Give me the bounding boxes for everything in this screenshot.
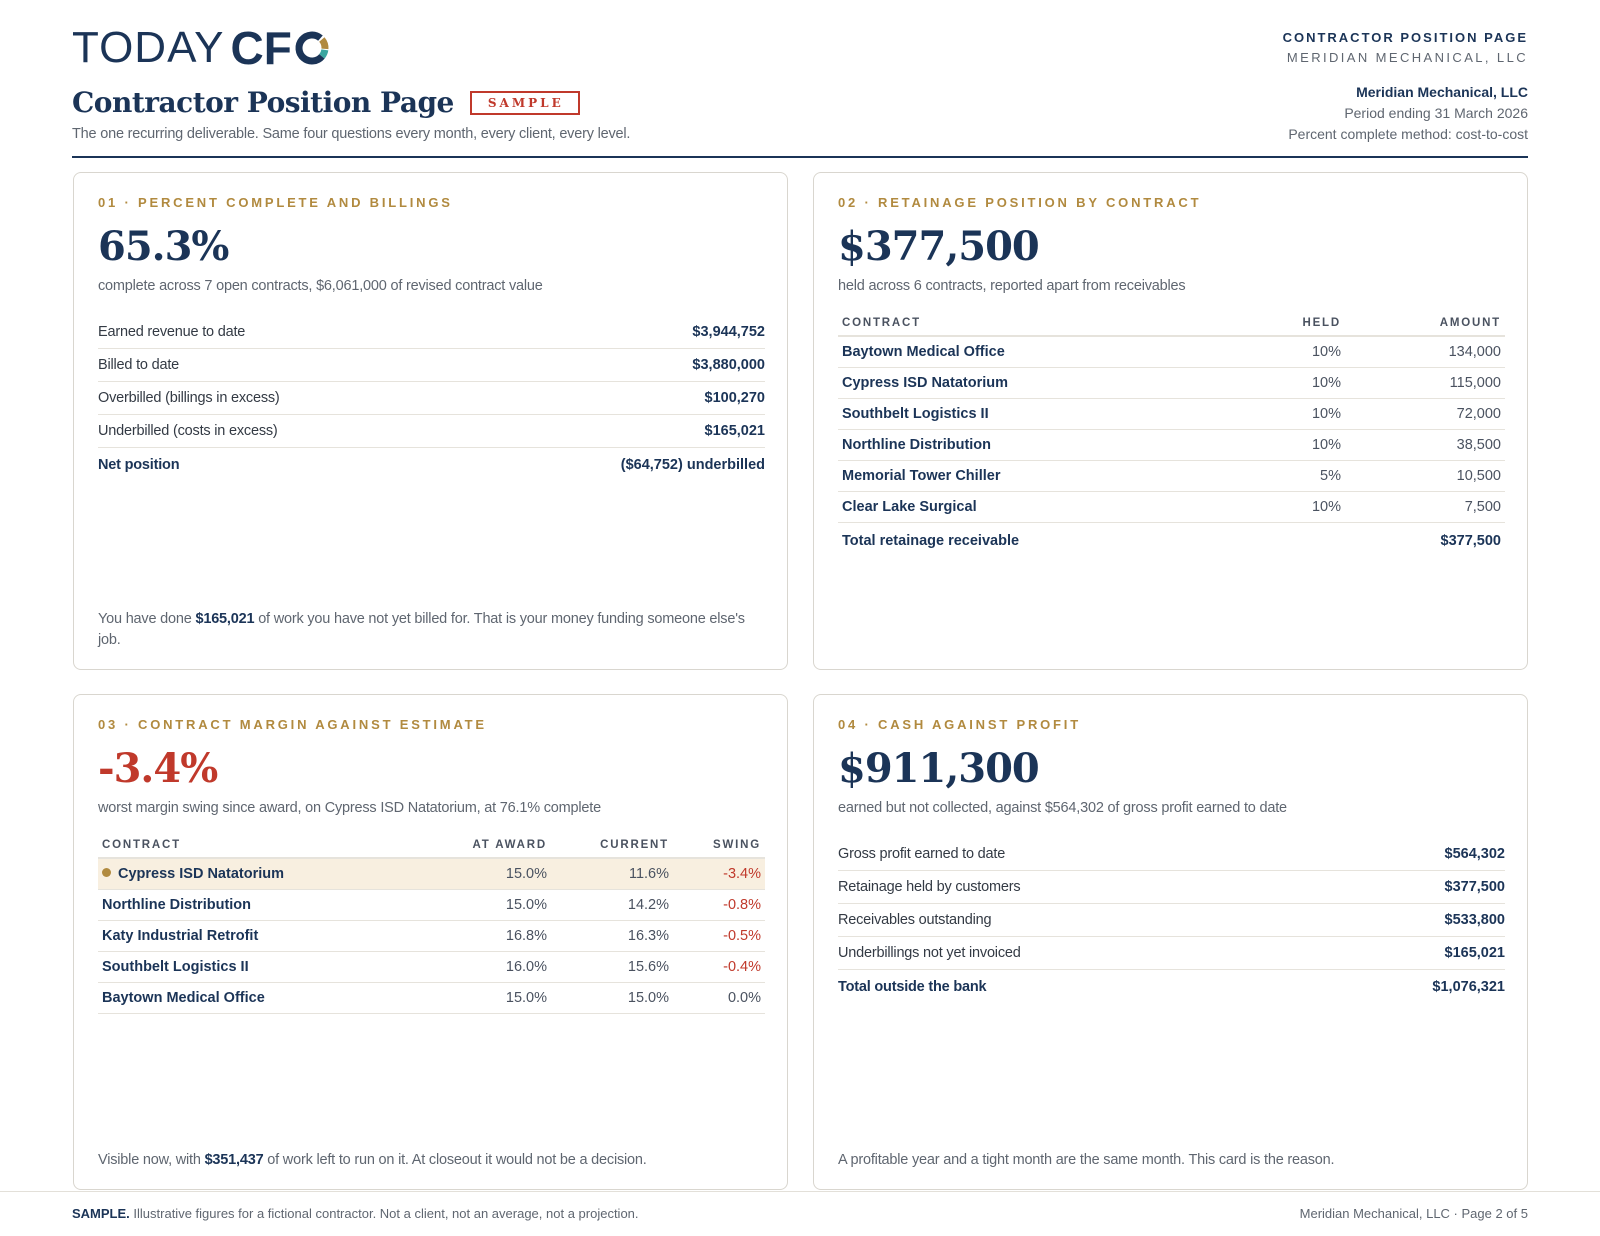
table-row: Katy Industrial Retrofit 16.8% 16.3% -0.… xyxy=(98,920,765,952)
card-subtext: worst margin swing since award, on Cypre… xyxy=(98,800,601,816)
card-retainage: 02 · RETAINAGE POSITION BY CONTRACT $377… xyxy=(813,172,1528,670)
footer-disclaimer: SAMPLE. Illustrative figures for a ficti… xyxy=(72,1206,639,1221)
card-headline-figure: 65.3% xyxy=(98,223,229,270)
highlight-dot-icon xyxy=(102,868,111,878)
page-header: TODAY CF Contractor Position Page SAMPLE… xyxy=(72,23,1528,158)
table-row: Northline Distribution 10% 38,500 xyxy=(838,429,1505,461)
client-label-caps: MERIDIAN MECHANICAL, LLC xyxy=(1286,50,1528,65)
table-row: Northline Distribution 15.0% 14.2% -0.8% xyxy=(98,889,765,921)
card-subtext: held across 6 contracts, reported apart … xyxy=(838,278,1186,294)
header-meta: CONTRACTOR POSITION PAGE MERIDIAN MECHAN… xyxy=(1283,30,1528,142)
list-item: Underbillings not yet invoiced $165,021 xyxy=(838,937,1505,970)
list-item: Earned revenue to date $3,944,752 xyxy=(98,316,765,349)
net-position-row: Net position ($64,752) underbilled xyxy=(98,456,765,473)
header-divider xyxy=(72,156,1528,158)
retainage-table: CONTRACT HELD AMOUNT Baytown Medical Off… xyxy=(838,310,1505,560)
client-name: Meridian Mechanical, LLC xyxy=(1356,84,1528,100)
page-tagline: The one recurring deliverable. Same four… xyxy=(72,126,631,142)
card-note: A profitable year and a tight month are … xyxy=(838,1152,1335,1168)
card-note: You have done $165,021 of work you have … xyxy=(98,611,745,648)
margin-table: CONTRACT AT AWARD CURRENT SWING Cypress … xyxy=(98,832,765,1014)
card-subtext: earned but not collected, against $564,3… xyxy=(838,800,1287,816)
title-row: Contractor Position Page SAMPLE xyxy=(72,86,580,119)
list-item: Billed to date $3,880,000 xyxy=(98,349,765,382)
footer-page-number: Meridian Mechanical, LLC · Page 2 of 5 xyxy=(1299,1206,1528,1221)
card-eyebrow: 04 · CASH AGAINST PROFIT xyxy=(838,717,1081,732)
table-row: Baytown Medical Office 15.0% 15.0% 0.0% xyxy=(98,982,765,1014)
card-percent-complete: 01 · PERCENT COMPLETE AND BILLINGS 65.3%… xyxy=(73,172,788,670)
table-row: Cypress ISD Natatorium 10% 115,000 xyxy=(838,367,1505,399)
table-row: Southbelt Logistics II 10% 72,000 xyxy=(838,398,1505,430)
list-item: Overbilled (billings in excess) $100,270 xyxy=(98,382,765,415)
table-header-row: CONTRACT HELD AMOUNT xyxy=(838,310,1505,337)
card-subtext: complete across 7 open contracts, $6,061… xyxy=(98,278,543,294)
table-total-row: Total retainage receivable $377,500 xyxy=(842,533,1501,550)
table-row-highlighted: Cypress ISD Natatorium 15.0% 11.6% -3.4% xyxy=(98,858,765,890)
sample-badge: SAMPLE xyxy=(469,90,580,115)
footer-divider xyxy=(0,1191,1600,1192)
method-text: Percent complete method: cost-to-cost xyxy=(1288,126,1528,142)
list-item: Gross profit earned to date $564,302 xyxy=(838,838,1505,871)
billing-list: Earned revenue to date $3,944,752 Billed… xyxy=(98,316,765,481)
logo-ring-icon xyxy=(295,31,329,65)
table-row: Memorial Tower Chiller 5% 10,500 xyxy=(838,460,1505,492)
logo-today-text: TODAY xyxy=(72,23,225,72)
page-title: Contractor Position Page xyxy=(72,86,454,119)
logo-cfo-text: CF xyxy=(231,25,330,71)
period-text: Period ending 31 March 2026 xyxy=(1344,105,1528,121)
card-headline-figure: $377,500 xyxy=(838,223,1040,270)
card-eyebrow: 02 · RETAINAGE POSITION BY CONTRACT xyxy=(838,195,1202,210)
table-header-row: CONTRACT AT AWARD CURRENT SWING xyxy=(98,832,765,859)
cash-list: Gross profit earned to date $564,302 Ret… xyxy=(838,838,1505,1003)
table-row: Southbelt Logistics II 16.0% 15.6% -0.4% xyxy=(98,951,765,983)
card-contract-margin: 03 · CONTRACT MARGIN AGAINST ESTIMATE -3… xyxy=(73,694,788,1190)
list-item: Underbilled (costs in excess) $165,021 xyxy=(98,415,765,448)
table-row: Clear Lake Surgical 10% 7,500 xyxy=(838,491,1505,523)
today-cfo-logo: TODAY CF xyxy=(72,23,330,72)
card-headline-figure: $911,300 xyxy=(838,745,1040,792)
card-eyebrow: 01 · PERCENT COMPLETE AND BILLINGS xyxy=(98,195,453,210)
doc-type-label: CONTRACTOR POSITION PAGE xyxy=(1282,30,1528,45)
list-item: Retainage held by customers $377,500 xyxy=(838,871,1505,904)
card-cash-against-profit: 04 · CASH AGAINST PROFIT $911,300 earned… xyxy=(813,694,1528,1190)
table-row: Baytown Medical Office 10% 134,000 xyxy=(838,336,1505,368)
list-item: Receivables outstanding $533,800 xyxy=(838,904,1505,937)
total-outside-bank-row: Total outside the bank $1,076,321 xyxy=(838,978,1505,995)
card-headline-figure: -3.4% xyxy=(98,745,218,792)
card-eyebrow: 03 · CONTRACT MARGIN AGAINST ESTIMATE xyxy=(98,717,487,732)
card-note: Visible now, with $351,437 of work left … xyxy=(98,1152,647,1168)
